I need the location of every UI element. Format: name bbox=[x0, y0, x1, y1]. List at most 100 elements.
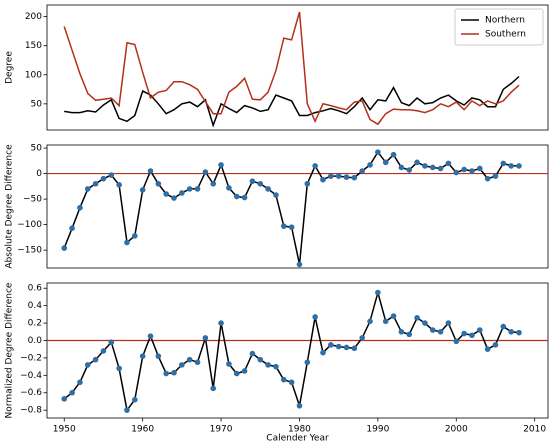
data-point bbox=[312, 163, 318, 169]
data-point bbox=[343, 344, 350, 351]
data-point bbox=[163, 191, 169, 197]
data-point bbox=[233, 193, 240, 200]
x-tick-label: 1950 bbox=[53, 425, 76, 435]
x-tick-label: 1960 bbox=[131, 425, 154, 435]
data-point bbox=[61, 245, 68, 251]
plot-frame bbox=[46, 282, 549, 419]
x-tick-label: 2000 bbox=[445, 425, 468, 435]
data-point bbox=[469, 168, 475, 174]
data-point bbox=[69, 389, 75, 396]
data-point bbox=[453, 169, 460, 176]
data-point bbox=[147, 168, 154, 174]
data-point bbox=[398, 328, 405, 335]
y-tick-label: 0.4 bbox=[28, 301, 43, 311]
data-point bbox=[429, 327, 436, 333]
data-point bbox=[273, 192, 279, 198]
data-point bbox=[202, 169, 209, 175]
data-point bbox=[218, 162, 224, 168]
data-point bbox=[398, 164, 405, 171]
data-point bbox=[328, 342, 334, 348]
data-point bbox=[249, 350, 256, 357]
y-tick-label: −150 bbox=[17, 246, 42, 256]
data-point bbox=[359, 168, 365, 174]
series-line bbox=[63, 150, 519, 265]
y-tick-label: 50 bbox=[31, 99, 43, 109]
data-point bbox=[288, 224, 295, 230]
data-point bbox=[476, 327, 483, 333]
data-point bbox=[296, 261, 303, 268]
data-point bbox=[406, 331, 413, 338]
x-tick-label: 1970 bbox=[210, 425, 233, 435]
data-point bbox=[108, 172, 115, 178]
data-point bbox=[218, 320, 224, 326]
y-tick-label: 0 bbox=[36, 169, 42, 179]
data-point bbox=[186, 356, 193, 363]
y-tick-label: 200 bbox=[25, 12, 42, 22]
y-tick-label: 100 bbox=[25, 70, 42, 80]
data-point bbox=[500, 160, 507, 167]
data-point bbox=[280, 376, 287, 383]
data-point bbox=[132, 396, 138, 403]
data-point bbox=[375, 149, 381, 155]
data-point bbox=[367, 318, 373, 325]
data-point bbox=[265, 186, 271, 192]
data-point bbox=[69, 225, 75, 231]
data-point bbox=[163, 370, 169, 377]
data-point bbox=[351, 345, 358, 352]
data-point bbox=[422, 320, 428, 326]
plot-frame bbox=[46, 144, 549, 269]
data-point bbox=[335, 343, 342, 350]
data-point bbox=[390, 151, 397, 158]
legend-box bbox=[454, 8, 544, 46]
data-point bbox=[100, 175, 107, 182]
data-point bbox=[210, 385, 217, 392]
data-point bbox=[367, 162, 373, 168]
y-tick-label: −0.6 bbox=[20, 388, 42, 398]
data-point bbox=[484, 175, 491, 182]
data-point bbox=[84, 362, 91, 368]
data-point bbox=[414, 159, 420, 166]
data-point bbox=[171, 195, 177, 201]
data-point bbox=[108, 339, 115, 346]
data-point bbox=[265, 362, 271, 368]
data-point bbox=[77, 204, 83, 211]
data-point bbox=[257, 356, 264, 363]
data-point bbox=[132, 233, 138, 239]
data-point bbox=[194, 359, 201, 366]
data-point bbox=[335, 173, 342, 179]
data-point bbox=[296, 403, 303, 409]
data-point bbox=[155, 353, 162, 359]
data-point bbox=[84, 186, 91, 192]
y-tick-label: −0.2 bbox=[20, 353, 42, 363]
data-point bbox=[116, 365, 122, 372]
y-axis-label: Degree bbox=[5, 51, 15, 84]
data-point bbox=[116, 182, 122, 188]
y-axis-label: Absolute Degree Difference bbox=[5, 144, 15, 269]
data-point bbox=[320, 349, 326, 356]
data-point bbox=[233, 370, 240, 377]
y-tick-label: 150 bbox=[25, 41, 42, 51]
series-line bbox=[64, 75, 520, 128]
data-point bbox=[429, 164, 436, 171]
y-tick-label: −0.4 bbox=[20, 371, 42, 381]
data-point bbox=[359, 335, 365, 341]
data-point bbox=[155, 180, 162, 187]
data-point bbox=[139, 187, 146, 193]
y-axis-label: Normalized Degree Difference bbox=[5, 282, 15, 418]
data-point bbox=[320, 176, 326, 183]
data-point bbox=[492, 342, 499, 348]
x-tick-label: 1980 bbox=[288, 425, 311, 435]
data-point bbox=[139, 353, 146, 359]
data-point bbox=[273, 363, 279, 370]
data-point bbox=[257, 180, 264, 187]
data-point bbox=[194, 186, 201, 192]
data-point bbox=[226, 185, 232, 191]
y-tick-label: −0.8 bbox=[20, 406, 42, 416]
data-point bbox=[461, 166, 467, 173]
plot-frame bbox=[46, 4, 549, 131]
legend-label: Northern bbox=[485, 16, 525, 26]
data-point bbox=[351, 174, 358, 181]
x-axis-label: Calender Year bbox=[266, 434, 329, 442]
data-point bbox=[288, 379, 295, 386]
